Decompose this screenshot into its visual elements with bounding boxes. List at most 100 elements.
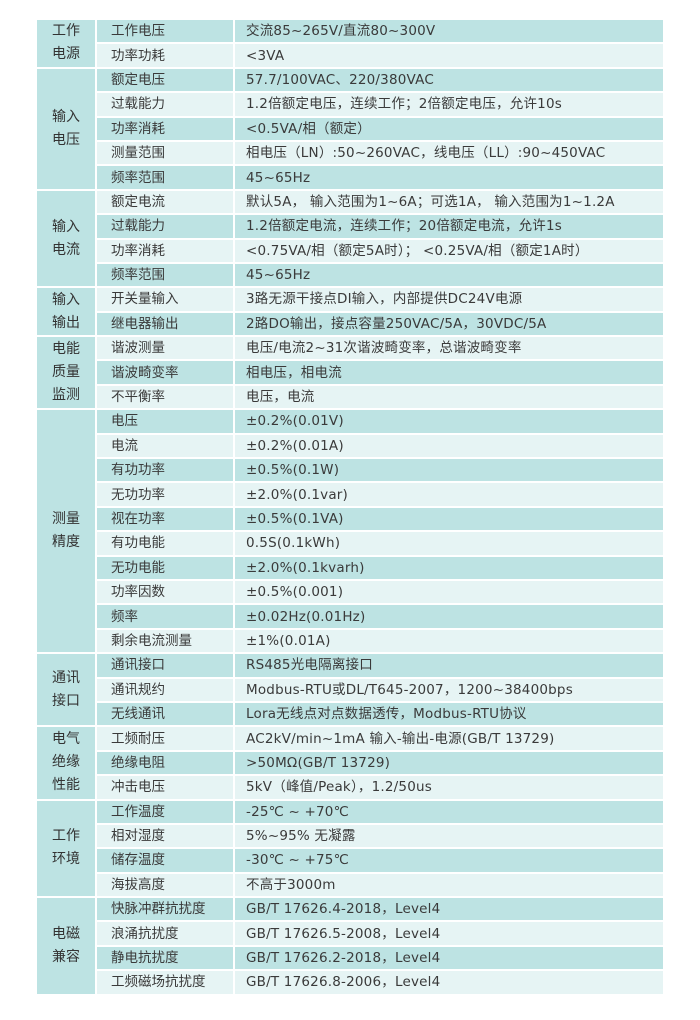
parameter-name: 测量范围 — [97, 141, 235, 167]
spec-row: 谐波畸变率 相电压，相电流 — [37, 361, 663, 386]
parameter-name: 通讯接口 — [97, 654, 235, 679]
spec-row: 输入 电压 额定电压 57.7/100VAC、220/380VAC — [37, 68, 663, 191]
parameter-name: 有功功率 — [97, 459, 235, 484]
spec-row: 无功功率 ±2.0%(0.1var) — [37, 483, 663, 508]
parameter-name: 绝缘电阻 — [97, 751, 235, 777]
category-cell: 通讯 接口 — [37, 654, 97, 728]
parameter-name: 无功电能 — [97, 556, 235, 581]
spec-row: 继电器输出 2路DO输出，接点容量250VAC/5A，30VDC/5A — [37, 312, 663, 338]
parameter-value: 5%~95% 无凝露 — [235, 824, 663, 850]
parameter-name: 视在功率 — [97, 507, 235, 533]
parameter-name: 频率范围 — [97, 263, 235, 289]
category-cell: 输入 输出 — [37, 288, 97, 338]
spec-row: 功率功耗 <3VA — [37, 44, 663, 69]
parameter-value: -25℃ ~ +70℃ — [235, 800, 663, 825]
parameter-value: ±2.0%(0.1var) — [235, 483, 663, 508]
parameter-value: RS485光电隔离接口 — [235, 654, 663, 679]
spec-row: 工作 电源 工作电压 交流85~265V/直流80~300V — [37, 20, 663, 69]
spec-row: 频率范围 45~65Hz — [37, 166, 663, 191]
spec-row: 剩余电流测量 ±1%(0.01A) — [37, 629, 663, 655]
parameter-name: 工作温度 — [97, 800, 235, 825]
parameter-value: ±0.2%(0.01V) — [235, 410, 663, 435]
spec-row: 浪涌抗扰度 GB/T 17626.5-2008，Level4 — [37, 922, 663, 947]
spec-row: 输入 电流 额定电流 默认5A， 输入范围为1~6A；可选1A， 输入范围为1~1.2… — [37, 190, 663, 289]
parameter-value: ±0.5%(0.1W) — [235, 459, 663, 484]
spec-row: 绝缘电阻 >50MΩ(GB/T 13729) — [37, 751, 663, 777]
parameter-name: 冲击电压 — [97, 776, 235, 801]
parameter-value: 交流85~265V/直流80~300V — [235, 20, 663, 45]
category-cell: 电气 绝缘 性能 — [37, 727, 97, 801]
parameter-name: 额定电流 — [97, 190, 235, 216]
spec-row: 测量范围 相电压（LN）:50~260VAC，线电压（LL）:90~450VAC — [37, 141, 663, 167]
parameter-name: 通讯规约 — [97, 678, 235, 703]
category-cell: 工作 环境 — [37, 800, 97, 899]
parameter-value: 2路DO输出，接点容量250VAC/5A，30VDC/5A — [235, 312, 663, 338]
parameter-name: 海拔高度 — [97, 873, 235, 899]
parameter-value: ±0.5%(0.001) — [235, 580, 663, 606]
spec-row: 海拔高度 不高于3000m — [37, 873, 663, 899]
spec-row: 无线通讯 Lora无线点对点数据透传，Modbus-RTU协议 — [37, 702, 663, 728]
parameter-value: 45~65Hz — [235, 166, 663, 191]
spec-row: 电能 质量 监测 谐波测量 电压/电流2~31次谐波畸变率，总谐波畸变率 — [37, 337, 663, 411]
parameter-name: 功率功耗 — [97, 44, 235, 69]
parameter-value: -30℃ ~ +75℃ — [235, 849, 663, 874]
parameter-name: 频率 — [97, 605, 235, 630]
spec-row: 视在功率 ±0.5%(0.1VA) — [37, 507, 663, 533]
parameter-value: ±0.5%(0.1VA) — [235, 507, 663, 533]
spec-row: 冲击电压 5kV（峰值/Peak），1.2/50us — [37, 776, 663, 801]
category-cell: 输入 电压 — [37, 68, 97, 191]
parameter-value: 3路无源干接点DI输入，内部提供DC24V电源 — [235, 288, 663, 313]
spec-row: 通讯规约 Modbus-RTU或DL/T645-2007，1200~38400bp… — [37, 678, 663, 703]
parameter-name: 快脉冲群抗扰度 — [97, 898, 235, 923]
parameter-value: GB/T 17626.5-2008，Level4 — [235, 922, 663, 947]
spec-row: 电流 ±0.2%(0.01A) — [37, 434, 663, 460]
parameter-value: GB/T 17626.8-2006，Level4 — [235, 971, 663, 996]
parameter-value: AC2kV/min~1mA 输入-输出-电源(GB/T 13729) — [235, 727, 663, 752]
parameter-value: 57.7/100VAC、220/380VAC — [235, 68, 663, 94]
parameter-value: GB/T 17626.4-2018，Level4 — [235, 898, 663, 923]
parameter-name: 工频耐压 — [97, 727, 235, 752]
parameter-name: 工频磁场抗扰度 — [97, 971, 235, 996]
category-cell: 输入 电流 — [37, 190, 97, 289]
parameter-name: 储存温度 — [97, 849, 235, 874]
parameter-value: 电压/电流2~31次谐波畸变率，总谐波畸变率 — [235, 337, 663, 362]
spec-row: 频率范围 45~65Hz — [37, 263, 663, 289]
parameter-value: <3VA — [235, 44, 663, 69]
parameter-name: 剩余电流测量 — [97, 629, 235, 655]
parameter-name: 功率因数 — [97, 580, 235, 606]
category-cell: 工作 电源 — [37, 20, 97, 69]
spec-row: 功率因数 ±0.5%(0.001) — [37, 580, 663, 606]
spec-table: 工作 电源 工作电压 交流85~265V/直流80~300V 功率功耗 <3VA 输入 电压额… — [37, 20, 663, 996]
spec-row: 无功电能 ±2.0%(0.1kvarh) — [37, 556, 663, 581]
parameter-value: <0.75VA/相（额定5A时）； <0.25VA/相（额定1A时） — [235, 239, 663, 264]
parameter-name: 无线通讯 — [97, 702, 235, 728]
spec-row: 过载能力 1.2倍额定电压，连续工作；2倍额定电压，允许10s — [37, 93, 663, 118]
parameter-value: 默认5A， 输入范围为1~6A；可选1A， 输入范围为1~1.2A — [235, 190, 663, 216]
parameter-name: 过载能力 — [97, 215, 235, 240]
parameter-value: Modbus-RTU或DL/T645-2007，1200~38400bps — [235, 678, 663, 703]
parameter-value: ±2.0%(0.1kvarh) — [235, 556, 663, 581]
parameter-name: 电压 — [97, 410, 235, 435]
parameter-value: 5kV（峰值/Peak），1.2/50us — [235, 776, 663, 801]
spec-row: 储存温度 -30℃ ~ +75℃ — [37, 849, 663, 874]
parameter-value: 相电压，相电流 — [235, 361, 663, 386]
parameter-value: 电压，电流 — [235, 385, 663, 411]
parameter-value: ±0.2%(0.01A) — [235, 434, 663, 460]
parameter-name: 谐波测量 — [97, 337, 235, 362]
parameter-name: 无功功率 — [97, 483, 235, 508]
parameter-name: 过载能力 — [97, 93, 235, 118]
parameter-name: 工作电压 — [97, 20, 235, 45]
parameter-value: 相电压（LN）:50~260VAC，线电压（LL）:90~450VAC — [235, 141, 663, 167]
spec-row: 频率 ±0.02Hz(0.01Hz) — [37, 605, 663, 630]
parameter-value: 不高于3000m — [235, 873, 663, 899]
spec-row: 电磁 兼容 快脉冲群抗扰度 GB/T 17626.4-2018，Level4 — [37, 898, 663, 996]
spec-row: 相对湿度 5%~95% 无凝露 — [37, 824, 663, 850]
parameter-value: <0.5VA/相（额定） — [235, 117, 663, 142]
category-cell: 测量 精度 — [37, 410, 97, 655]
parameter-name: 静电抗扰度 — [97, 946, 235, 972]
spec-row: 工频磁场抗扰度 GB/T 17626.8-2006，Level4 — [37, 971, 663, 996]
parameter-name: 功率消耗 — [97, 117, 235, 142]
parameter-value: 1.2倍额定电流，连续工作；20倍额定电流，允许1s — [235, 215, 663, 240]
category-cell: 电能 质量 监测 — [37, 337, 97, 411]
parameter-name: 相对湿度 — [97, 824, 235, 850]
